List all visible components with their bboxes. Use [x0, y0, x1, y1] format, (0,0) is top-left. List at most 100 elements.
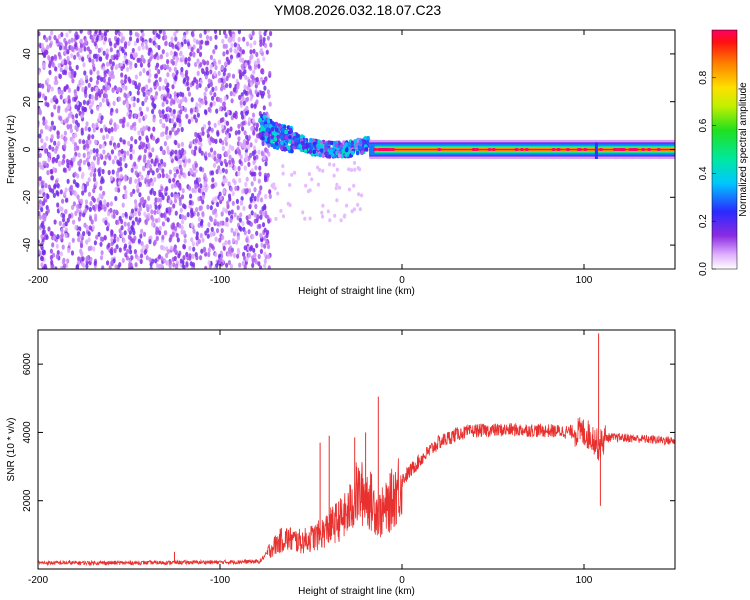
noise-cell [81, 105, 85, 112]
noise-cell [85, 181, 90, 187]
ridge-cell [309, 145, 314, 151]
noise-cell [138, 217, 142, 223]
noise-cell [162, 96, 167, 102]
noise-cell [255, 51, 259, 58]
noise-cell [223, 95, 227, 102]
noise-cell [155, 167, 159, 173]
noise-cell [221, 167, 225, 173]
noise-cell [166, 145, 170, 152]
stray-cell [339, 218, 343, 223]
noise-cell [166, 59, 170, 65]
noise-cell [173, 166, 177, 172]
noise-cell [130, 136, 134, 142]
noise-cell [253, 65, 257, 71]
noise-cell [204, 155, 208, 161]
noise-cell [138, 117, 142, 123]
ridge-cell [295, 133, 300, 139]
noise-cell [260, 242, 264, 248]
noise-cell [224, 33, 228, 39]
noise-cell [172, 109, 176, 115]
noise-cell [181, 147, 185, 154]
noise-cell [234, 228, 238, 234]
ridge-cell [303, 148, 308, 154]
noise-cell [133, 249, 137, 255]
noise-cell [116, 236, 120, 242]
noise-cell [85, 263, 89, 269]
noise-cell [102, 65, 106, 72]
noise-cell [58, 220, 62, 226]
x-tick-label: -200 [28, 575, 48, 586]
noise-cell [68, 60, 72, 66]
noise-cell [115, 63, 119, 70]
noise-cell [157, 208, 161, 215]
noise-cell [266, 89, 270, 95]
noise-cell [206, 133, 210, 139]
noise-cell [157, 217, 161, 223]
noise-cell [158, 225, 162, 231]
noise-cell [124, 163, 128, 169]
noise-cell [203, 181, 207, 187]
noise-cell [266, 172, 270, 178]
noise-cell [218, 237, 222, 243]
noise-cell [168, 169, 172, 175]
noise-cell [243, 130, 247, 136]
noise-cell [204, 86, 208, 92]
noise-cell [138, 202, 142, 208]
noise-cell [184, 158, 188, 164]
noise-cell [43, 142, 47, 148]
noise-cell [89, 201, 93, 207]
noise-cell [258, 171, 262, 177]
noise-cell [241, 260, 245, 266]
noise-cell [132, 52, 136, 58]
noise-cell [105, 54, 109, 60]
noise-cell [236, 247, 240, 253]
noise-cell [151, 170, 155, 176]
noise-cell [82, 152, 86, 158]
noise-cell [256, 214, 260, 220]
noise-cell [124, 85, 128, 91]
noise-cell [149, 87, 153, 93]
noise-cell [117, 151, 121, 157]
noise-cell [168, 66, 172, 72]
ridge-cell [292, 132, 296, 138]
noise-cell [103, 235, 107, 241]
noise-cell [71, 78, 75, 84]
noise-cell [209, 147, 214, 153]
noise-cell [172, 123, 177, 129]
noise-cell [141, 100, 145, 107]
noise-cell [152, 117, 156, 123]
noise-cell [81, 56, 85, 62]
stray-cell [286, 201, 290, 206]
noise-cell [197, 187, 201, 193]
ridge-cell [305, 144, 310, 149]
noise-cell [243, 230, 247, 236]
noise-cell [105, 98, 109, 104]
noise-cell [178, 196, 182, 202]
noise-cell [40, 233, 44, 240]
noise-cell [94, 30, 98, 35]
noise-cell [107, 211, 111, 217]
noise-cell [137, 238, 141, 244]
noise-cell [137, 177, 141, 183]
noise-cell [106, 202, 110, 208]
ridge-cell [266, 119, 271, 124]
noise-cell [207, 260, 211, 266]
noise-cell [224, 240, 228, 246]
noise-cell [110, 260, 114, 266]
ridge-cell [355, 150, 360, 156]
noise-cell [213, 150, 217, 156]
noise-cell [190, 97, 194, 103]
noise-cell [199, 44, 203, 50]
noise-cell [172, 203, 176, 209]
noise-cell [144, 97, 148, 103]
noise-cell [186, 80, 190, 87]
noise-cell [252, 69, 256, 75]
noise-cell [199, 255, 203, 261]
stray-cell [274, 216, 278, 221]
noise-cell [126, 122, 130, 128]
noise-cell [64, 136, 68, 142]
noise-cell [254, 203, 258, 210]
noise-cell [211, 95, 215, 101]
noise-cell [243, 165, 247, 171]
